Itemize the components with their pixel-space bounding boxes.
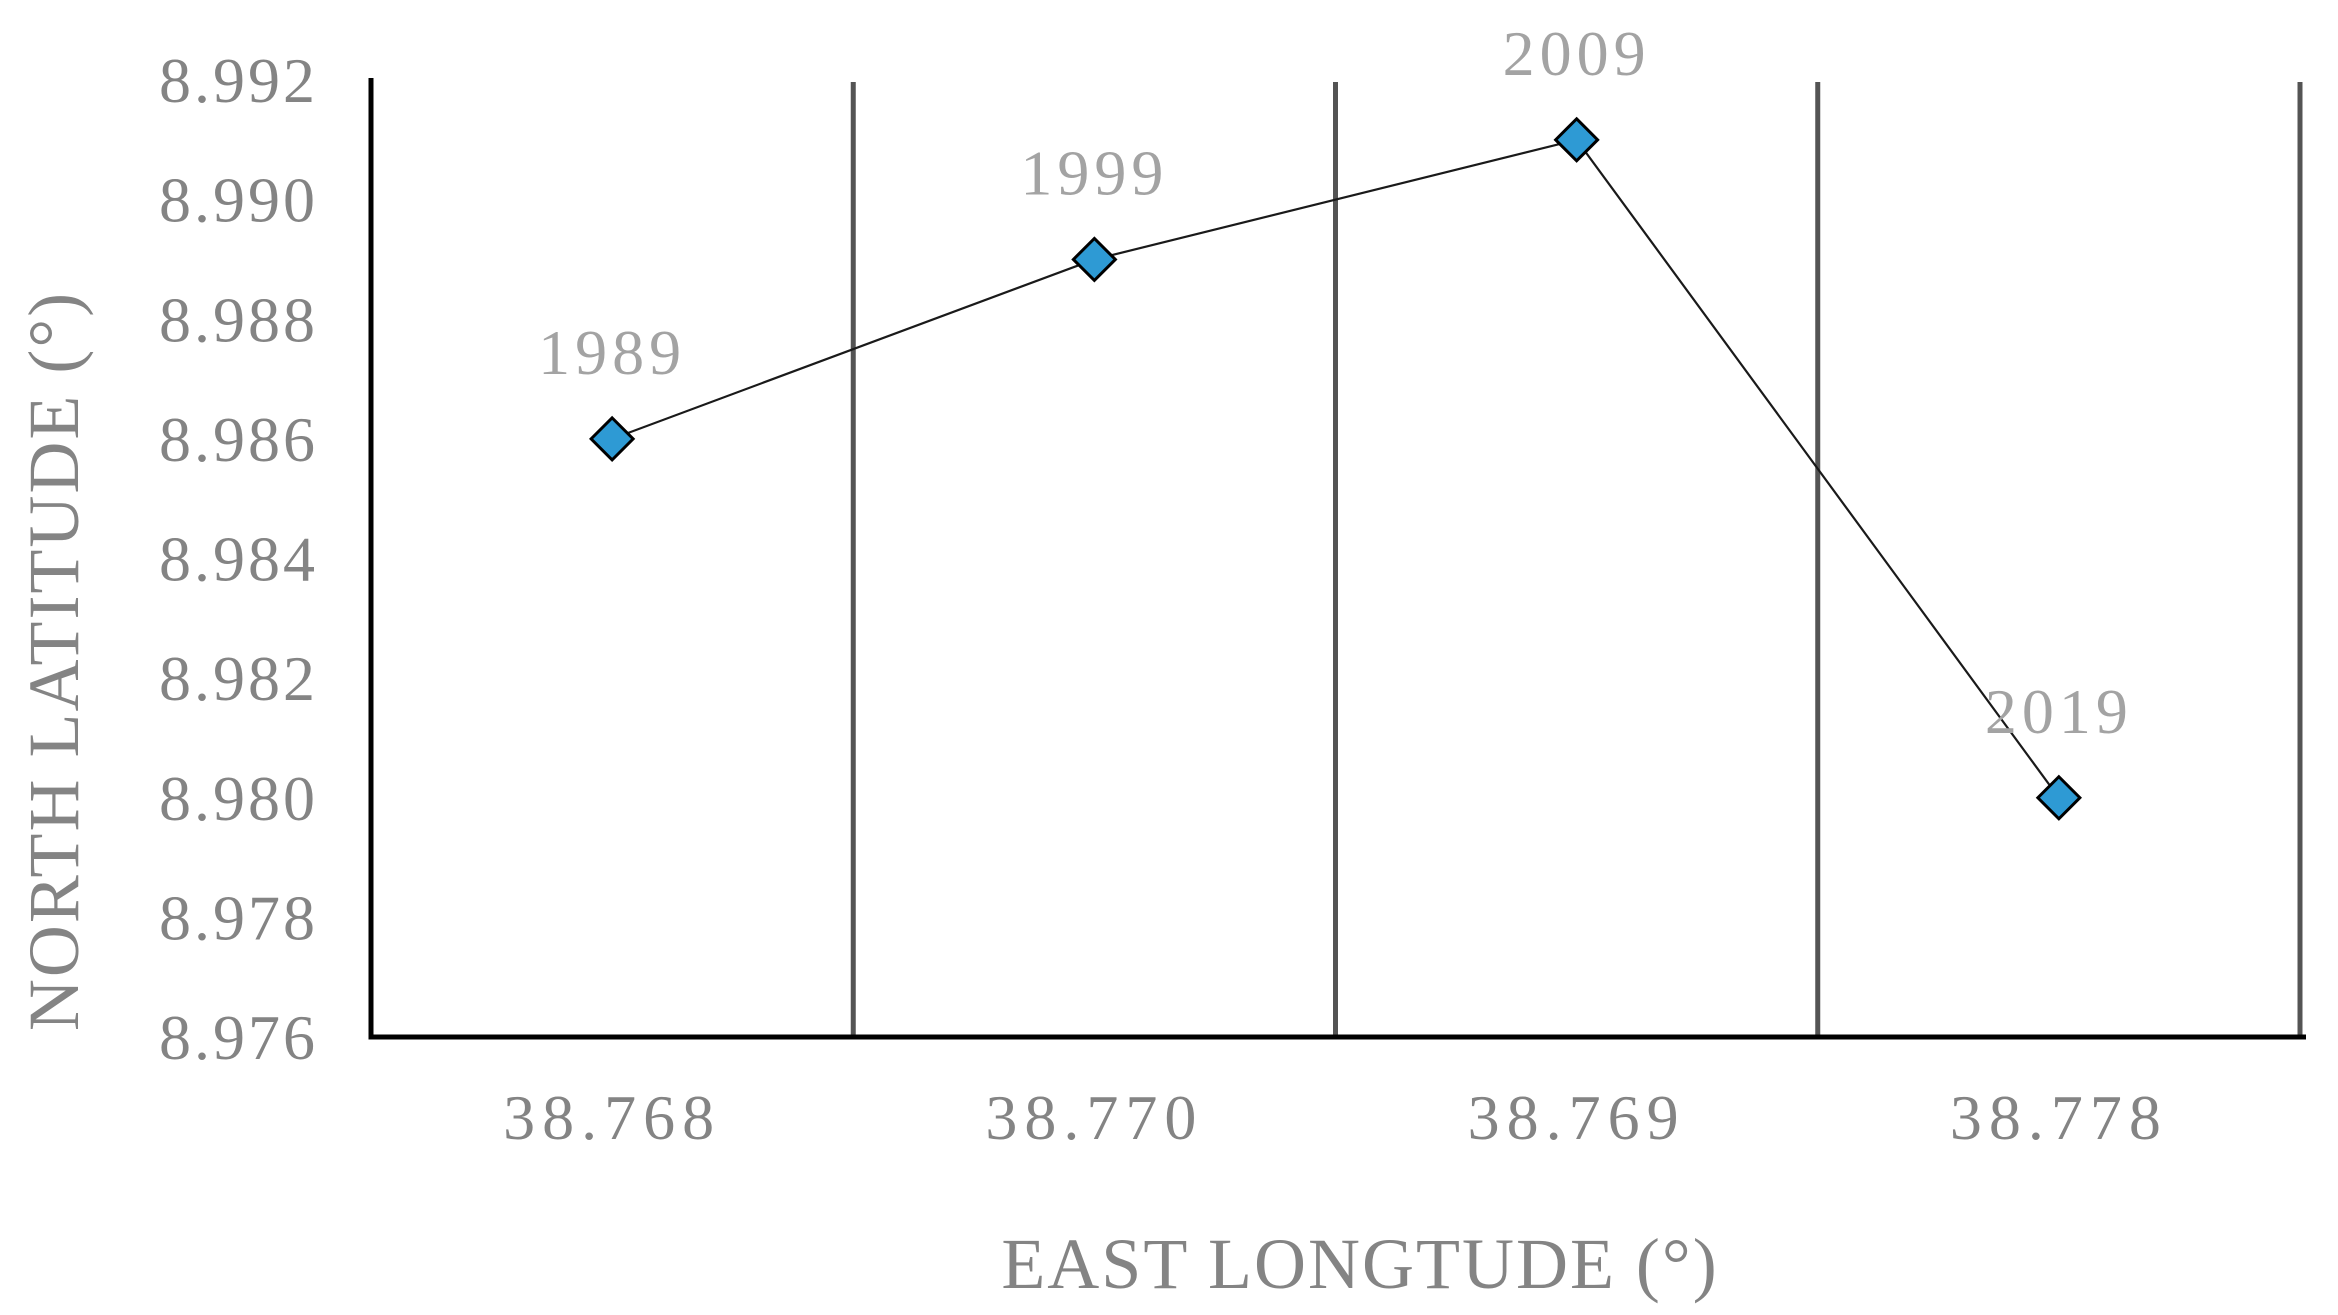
x-tick-label: 38.769	[1468, 1082, 1686, 1153]
y-tick-label: 8.986	[159, 404, 318, 475]
y-tick-label: 8.978	[159, 882, 318, 953]
y-tick-label: 8.988	[159, 284, 318, 355]
diamond-marker	[1071, 236, 1118, 283]
series-line	[611, 138, 2060, 799]
diamond-marker	[589, 415, 636, 462]
x-tick-label: 38.770	[985, 1082, 1203, 1153]
diamond-marker	[1553, 116, 1600, 163]
point-label: 2009	[1503, 18, 1651, 89]
point-label: 1989	[538, 317, 686, 388]
y-axis-title: NORTH LATITUDE (°)	[14, 290, 94, 1032]
x-tick-label: 38.778	[1950, 1082, 2168, 1153]
diamond-marker	[2035, 774, 2083, 821]
y-tick-label: 8.984	[159, 524, 318, 595]
x-tick-label: 38.768	[503, 1082, 721, 1153]
y-tick-label: 8.990	[159, 165, 318, 236]
point-label: 1999	[1020, 137, 1168, 208]
y-tick-label: 8.980	[159, 763, 318, 834]
y-tick-label: 8.982	[159, 643, 318, 714]
y-tick-label: 8.992	[159, 45, 318, 116]
x-axis-title: EAST LONGTUDE (°)	[1001, 1224, 1719, 1304]
point-label: 2019	[1985, 676, 2133, 747]
y-tick-label: 8.976	[159, 1002, 318, 1073]
